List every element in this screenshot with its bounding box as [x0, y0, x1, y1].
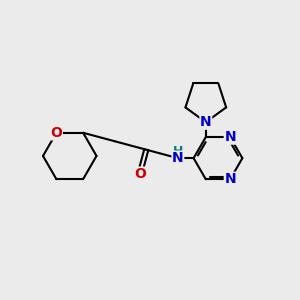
Text: O: O	[50, 126, 62, 140]
Text: N: N	[200, 115, 212, 129]
Text: N: N	[224, 172, 236, 186]
Text: O: O	[134, 167, 146, 181]
Text: H: H	[173, 145, 183, 158]
Text: N: N	[172, 151, 184, 165]
Text: N: N	[224, 130, 236, 144]
